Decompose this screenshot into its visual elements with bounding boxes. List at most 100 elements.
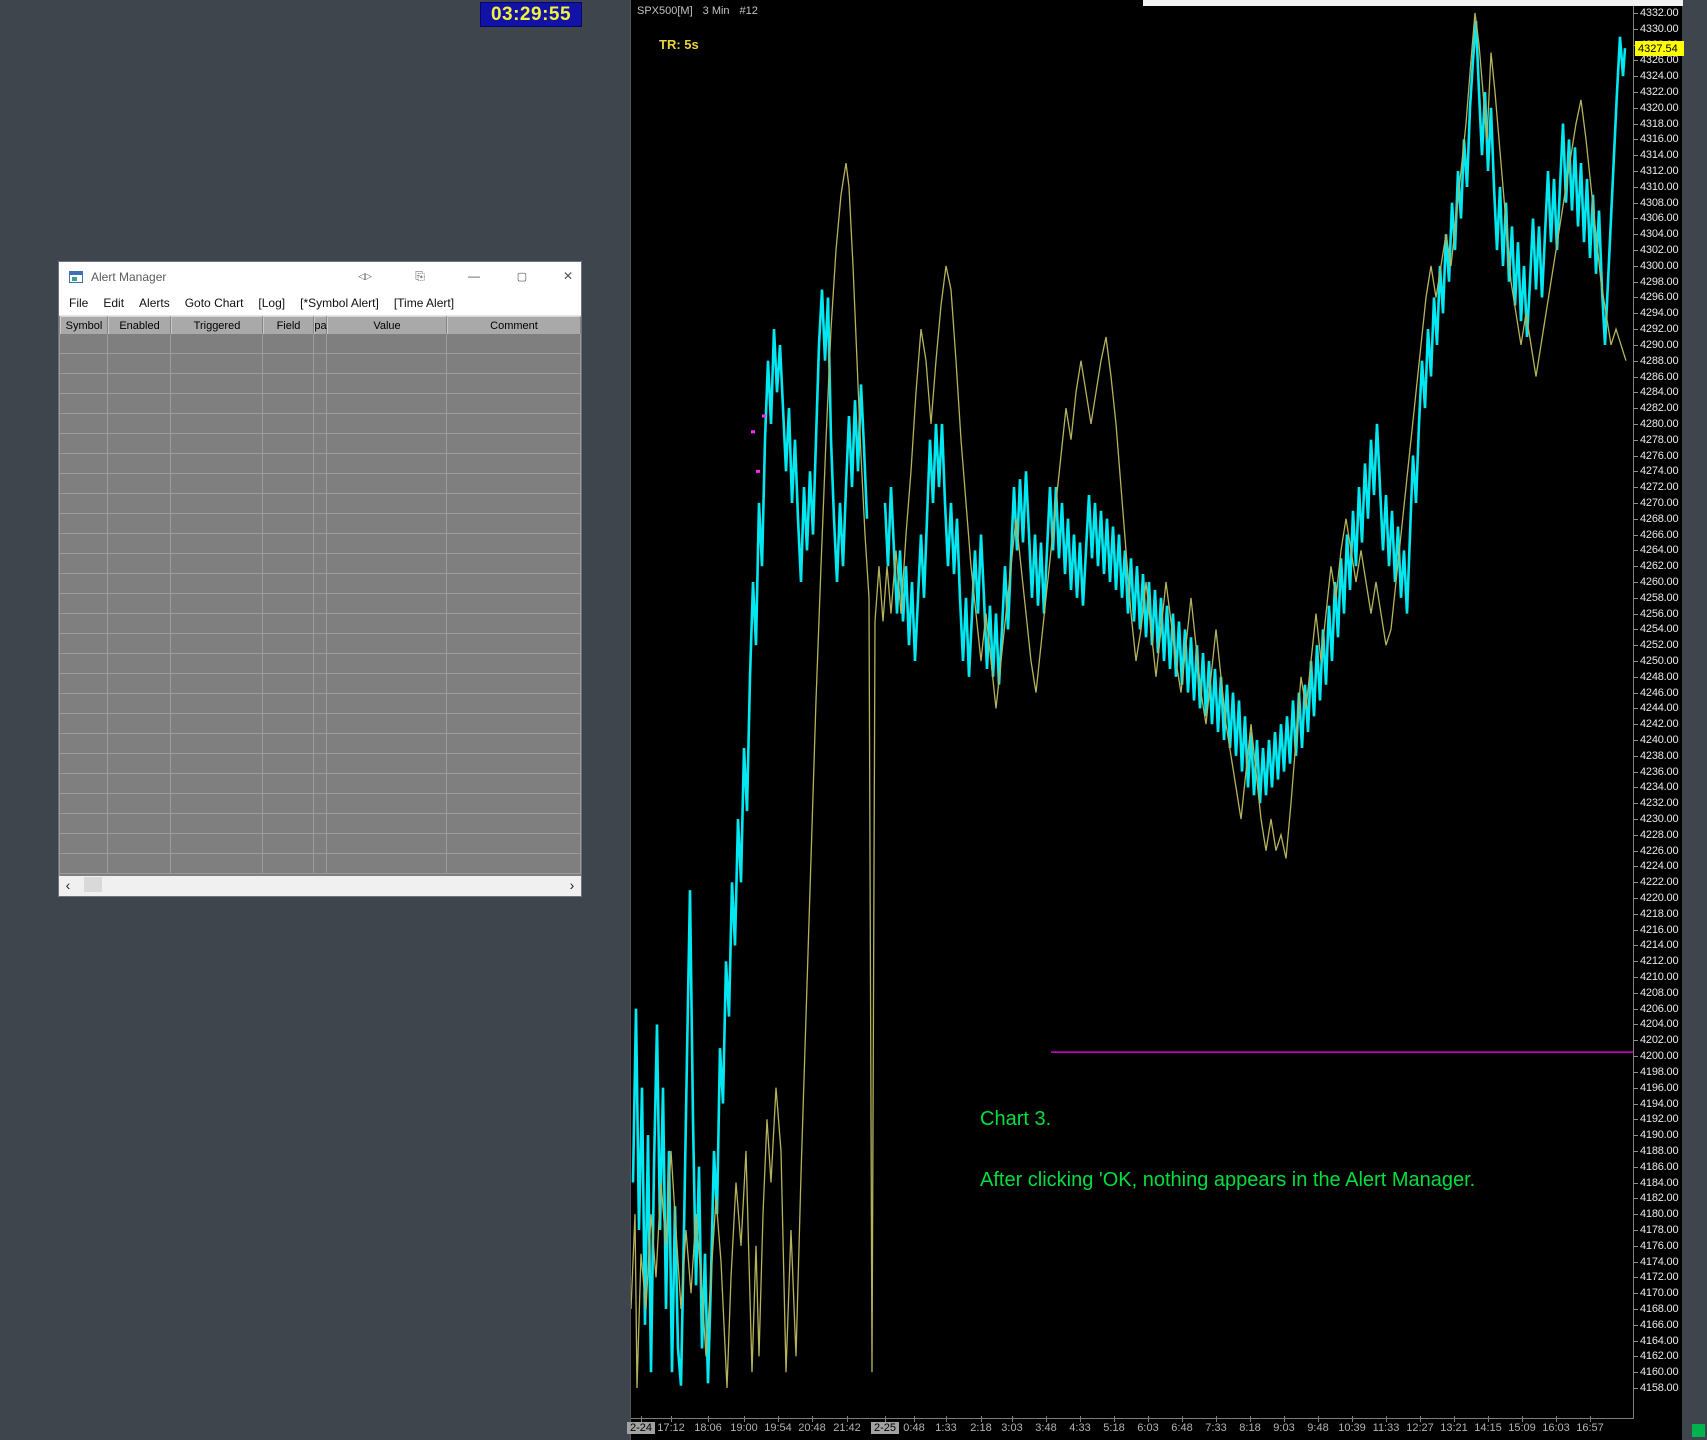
price-axis-tick [1633, 1056, 1638, 1057]
minimize-button[interactable]: — [468, 269, 480, 283]
column-header-value[interactable]: Value [327, 316, 447, 334]
table-cell [327, 354, 447, 373]
column-header-field[interactable]: Field [263, 316, 314, 334]
table-cell [314, 374, 327, 393]
table-cell [171, 754, 263, 773]
time-axis-label: 7:33 [1205, 1422, 1227, 1434]
table-cell [447, 554, 581, 573]
price-axis-tick [1633, 487, 1638, 488]
horizontal-scrollbar[interactable]: ‹ › [59, 876, 581, 893]
time-axis-tick [981, 1416, 982, 1422]
price-axis-label: 4288.00 [1640, 354, 1679, 367]
menu-item-edit[interactable]: Edit [103, 296, 125, 310]
price-axis-tick [1633, 345, 1638, 346]
price-axis-label: 4298.00 [1640, 275, 1679, 288]
maximize-button[interactable]: ▢ [516, 270, 528, 283]
table-cell [327, 774, 447, 793]
price-axis-label: 4160.00 [1640, 1366, 1679, 1379]
table-cell [108, 854, 171, 873]
table-cell [447, 694, 581, 713]
price-axis-tick [1633, 471, 1638, 472]
price-axis-tick [1633, 408, 1638, 409]
menu-item-gotochart[interactable]: Goto Chart [184, 296, 244, 310]
price-axis-label: 4308.00 [1640, 196, 1679, 209]
price-axis-label: 4258.00 [1640, 591, 1679, 604]
table-cell [171, 594, 263, 613]
scroll-right-icon[interactable]: › [569, 876, 575, 893]
date-label: 2-24 [626, 1422, 656, 1434]
price-axis-label: 4182.00 [1640, 1192, 1679, 1205]
price-axis-tick [1633, 1277, 1638, 1278]
price-axis-label: 4278.00 [1640, 433, 1679, 446]
price-axis-label: 4170.00 [1640, 1287, 1679, 1300]
last-price-tag: 4327.54 [1635, 41, 1684, 56]
table-cell [447, 454, 581, 473]
table-cell [314, 834, 327, 853]
table-cell [263, 454, 314, 473]
menu-item-alerts[interactable]: Alerts [139, 296, 170, 310]
price-axis-label: 4226.00 [1640, 844, 1679, 857]
table-cell [108, 494, 171, 513]
column-header-triggered[interactable]: Triggered [171, 316, 263, 334]
table-cell [263, 714, 314, 733]
price-axis-label: 4224.00 [1640, 860, 1679, 873]
table-cell [327, 414, 447, 433]
time-axis-label: 3:48 [1035, 1422, 1057, 1434]
price-plot[interactable] [631, 0, 1634, 1419]
table-cell [447, 674, 581, 693]
table-cell [263, 574, 314, 593]
price-axis-tick [1633, 819, 1638, 820]
table-cell [447, 334, 581, 353]
table-cell [447, 414, 581, 433]
table-cell [263, 614, 314, 633]
price-axis-tick [1633, 440, 1638, 441]
table-row [60, 794, 581, 814]
table-cell [60, 474, 108, 493]
price-axis-tick [1633, 1262, 1638, 1263]
split-button[interactable]: ◁▷ [358, 270, 372, 281]
alert-table-body[interactable] [59, 334, 581, 876]
time-axis-label: 16:03 [1542, 1422, 1570, 1434]
time-axis-tick [778, 1416, 779, 1422]
column-header-pa[interactable]: pa [314, 316, 327, 334]
alert-manager-window-icon [69, 270, 83, 283]
price-axis-label: 4172.00 [1640, 1271, 1679, 1284]
table-cell [171, 794, 263, 813]
price-axis-tick [1633, 1151, 1638, 1152]
column-header-symbol[interactable]: Symbol [60, 316, 108, 334]
table-cell [60, 434, 108, 453]
menu-item-file[interactable]: File [69, 296, 89, 310]
scrollbar-thumb[interactable] [84, 877, 102, 892]
price-axis-tick [1633, 835, 1638, 836]
menu-item-symbolalert[interactable]: [*Symbol Alert] [300, 296, 379, 310]
price-axis-tick [1633, 234, 1638, 235]
table-cell [60, 354, 108, 373]
price-axis-label: 4268.00 [1640, 512, 1679, 525]
table-cell [60, 834, 108, 853]
price-axis-tick [1633, 250, 1638, 251]
table-cell [171, 734, 263, 753]
price-axis-tick [1633, 1309, 1638, 1310]
close-button[interactable]: ✕ [562, 269, 574, 283]
column-header-enabled[interactable]: Enabled [108, 316, 171, 334]
table-cell [314, 394, 327, 413]
menu-item-log[interactable]: [Log] [258, 296, 286, 310]
table-cell [314, 334, 327, 353]
time-axis-line [631, 1418, 1634, 1419]
price-axis-label: 4296.00 [1640, 291, 1679, 304]
price-axis-tick [1633, 313, 1638, 314]
scroll-left-icon[interactable]: ‹ [65, 876, 71, 893]
column-header-comment[interactable]: Comment [447, 316, 581, 334]
table-cell [263, 654, 314, 673]
alert-manager-titlebar[interactable]: Alert Manager ◁▷ ⎘ — ▢ ✕ [59, 262, 581, 291]
price-axis-tick [1633, 945, 1638, 946]
price-axis-tick [1633, 76, 1638, 77]
table-cell [108, 634, 171, 653]
time-axis-tick [1318, 1416, 1319, 1422]
table-cell [171, 694, 263, 713]
undock-button[interactable]: ⎘ [415, 268, 425, 283]
price-axis-label: 4230.00 [1640, 813, 1679, 826]
price-axis-label: 4208.00 [1640, 986, 1679, 999]
menu-item-timealert[interactable]: [Time Alert] [393, 296, 455, 310]
table-row [60, 574, 581, 594]
